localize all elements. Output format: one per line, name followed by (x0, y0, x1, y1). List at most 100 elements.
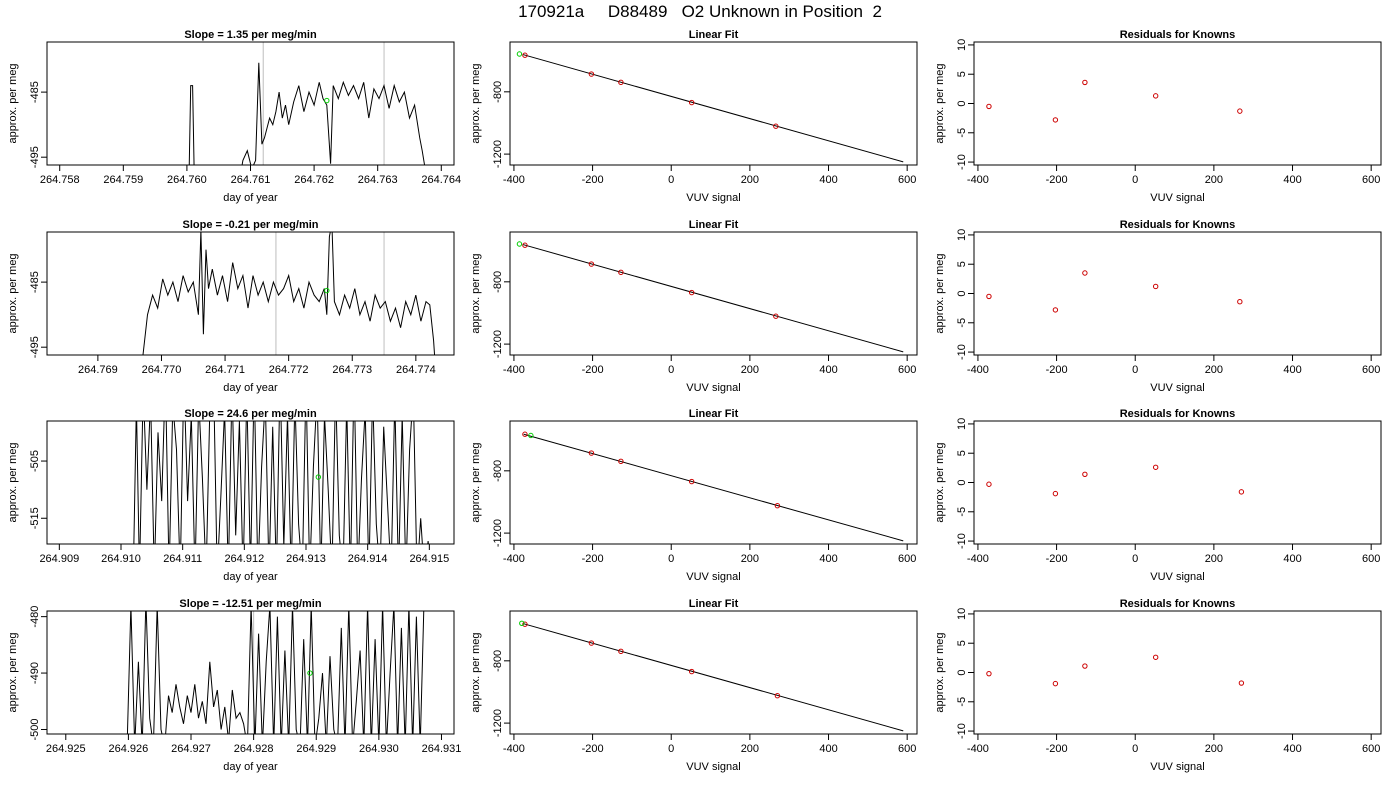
plot-frame (509, 420, 918, 545)
known-point (688, 478, 695, 485)
residual-point (1082, 270, 1088, 276)
chart-panel-8: Linear Fit -400 -200 0 200 400 600 -800 -1200 VUV… (470, 408, 918, 583)
x-tick-label: 400 (1283, 553, 1301, 565)
x-tick-label: 200 (1205, 553, 1223, 565)
residual-point (1052, 490, 1059, 497)
x-tick-label: 600 (898, 743, 916, 755)
x-tick-label: -400 (503, 553, 525, 565)
plot-area (986, 270, 1243, 313)
panel-title: Residuals for Knowns (1120, 29, 1236, 41)
panel-title: Slope = -12.51 per meg/min (179, 598, 321, 610)
residual-point (1152, 283, 1159, 290)
residual-point (1152, 464, 1159, 470)
panel-title: Linear Fit (689, 219, 739, 231)
x-tick-label: 600 (1362, 743, 1380, 755)
panel-title: Slope = 1.35 per meg/min (184, 29, 317, 41)
x-tick-label: -200 (1046, 743, 1068, 755)
unknown-point (315, 474, 322, 480)
y-tick-label: -5 (956, 318, 968, 328)
fit-line (522, 243, 904, 353)
y-tick-label: -10 (956, 533, 968, 549)
y-tick-label: -1200 (492, 330, 504, 358)
chart-panel-10: Slope = -12.51 per meg/min 264.925 264.926… (7, 598, 461, 773)
y-tick-label: 5 (956, 71, 968, 77)
x-tick-label: 264.929 (296, 743, 336, 755)
x-tick-label: 400 (819, 553, 837, 565)
y-axis-label: approx. per meg (7, 63, 19, 143)
panel-title: Residuals for Knowns (1120, 408, 1236, 420)
y-tick-label: 10 (956, 39, 968, 51)
y-tick-label: -480 (29, 606, 41, 628)
y-tick-label: -800 (492, 81, 504, 103)
x-tick-label: -200 (582, 553, 604, 565)
y-axis-label: approx. per meg (470, 253, 482, 333)
y-tick-label: -495 (29, 336, 41, 358)
x-tick-label: -400 (967, 174, 989, 186)
known-point (522, 52, 528, 58)
y-tick-label: -5 (956, 697, 968, 707)
trace-line (188, 85, 195, 165)
known-point (618, 269, 624, 276)
trace-line (241, 62, 426, 165)
x-tick-label: 600 (898, 174, 916, 186)
x-tick-label: 264.760 (167, 174, 207, 186)
y-tick-label: 5 (956, 450, 968, 456)
y-tick-label: 0 (956, 290, 968, 296)
known-point (588, 261, 595, 267)
plot-area (126, 611, 425, 734)
x-tick-label: -400 (503, 174, 525, 186)
x-tick-label: 0 (668, 364, 674, 376)
y-tick-label: -1200 (492, 519, 504, 547)
fit-line (523, 433, 904, 542)
x-tick-label: 600 (1362, 553, 1380, 565)
x-tick-label: -400 (503, 364, 525, 376)
residual-point (1237, 299, 1243, 305)
x-tick-label: -200 (1046, 553, 1068, 565)
x-tick-label: 264.773 (332, 364, 372, 376)
unknown-point (528, 432, 534, 439)
known-point (522, 621, 528, 627)
y-tick-label: -10 (956, 723, 968, 739)
fit-line (522, 53, 904, 163)
unknown-point (324, 97, 330, 104)
y-tick-label: -505 (29, 450, 41, 472)
y-tick-label: -5 (956, 128, 968, 138)
plot-area (516, 241, 904, 353)
chart-panel-5: Linear Fit -400 -200 0 200 400 600 -800 -1200 VUV… (470, 219, 918, 394)
x-tick-label: -200 (1046, 174, 1068, 186)
figure-title: 170921a D88489 O2 Unknown in Position 2 (518, 2, 882, 21)
plot-area (522, 431, 904, 542)
known-point (688, 99, 695, 106)
x-tick-label: 0 (1132, 553, 1138, 565)
x-tick-label: 600 (1362, 174, 1380, 186)
plot-frame (46, 41, 455, 166)
known-point (588, 640, 595, 646)
plot-frame (509, 231, 918, 356)
known-point (774, 502, 781, 509)
y-tick-label: -10 (956, 344, 968, 360)
x-tick-label: 264.911 (163, 553, 202, 565)
x-tick-label: -400 (967, 553, 989, 565)
x-tick-label: 0 (668, 553, 674, 565)
plot-area (986, 79, 1243, 123)
x-tick-label: -200 (582, 364, 604, 376)
x-tick-label: 264.762 (294, 174, 334, 186)
x-tick-label: 600 (898, 364, 916, 376)
x-axis-label: day of year (223, 192, 278, 204)
x-tick-label: 0 (668, 174, 674, 186)
residual-point (986, 103, 992, 110)
x-tick-label: 200 (1205, 364, 1223, 376)
chart-panel-12: Residuals for Knowns -400 -200 0 200 400 600 -1… (934, 598, 1382, 773)
known-point (522, 431, 528, 437)
y-axis-label: approx. per meg (934, 442, 946, 522)
chart-panel-2: Linear Fit -400 -200 0 200 400 600 -800 -1200 VUV… (470, 29, 918, 204)
plot-frame (973, 41, 1382, 166)
x-tick-label: 264.758 (40, 174, 80, 186)
x-tick-label: 264.913 (286, 553, 326, 565)
x-tick-label: -400 (503, 743, 525, 755)
panel-title: Linear Fit (689, 29, 739, 41)
y-tick-label: -500 (29, 718, 41, 740)
panel-title: Residuals for Knowns (1120, 598, 1236, 610)
y-tick-label: -800 (492, 460, 504, 482)
residual-point (1082, 79, 1088, 86)
